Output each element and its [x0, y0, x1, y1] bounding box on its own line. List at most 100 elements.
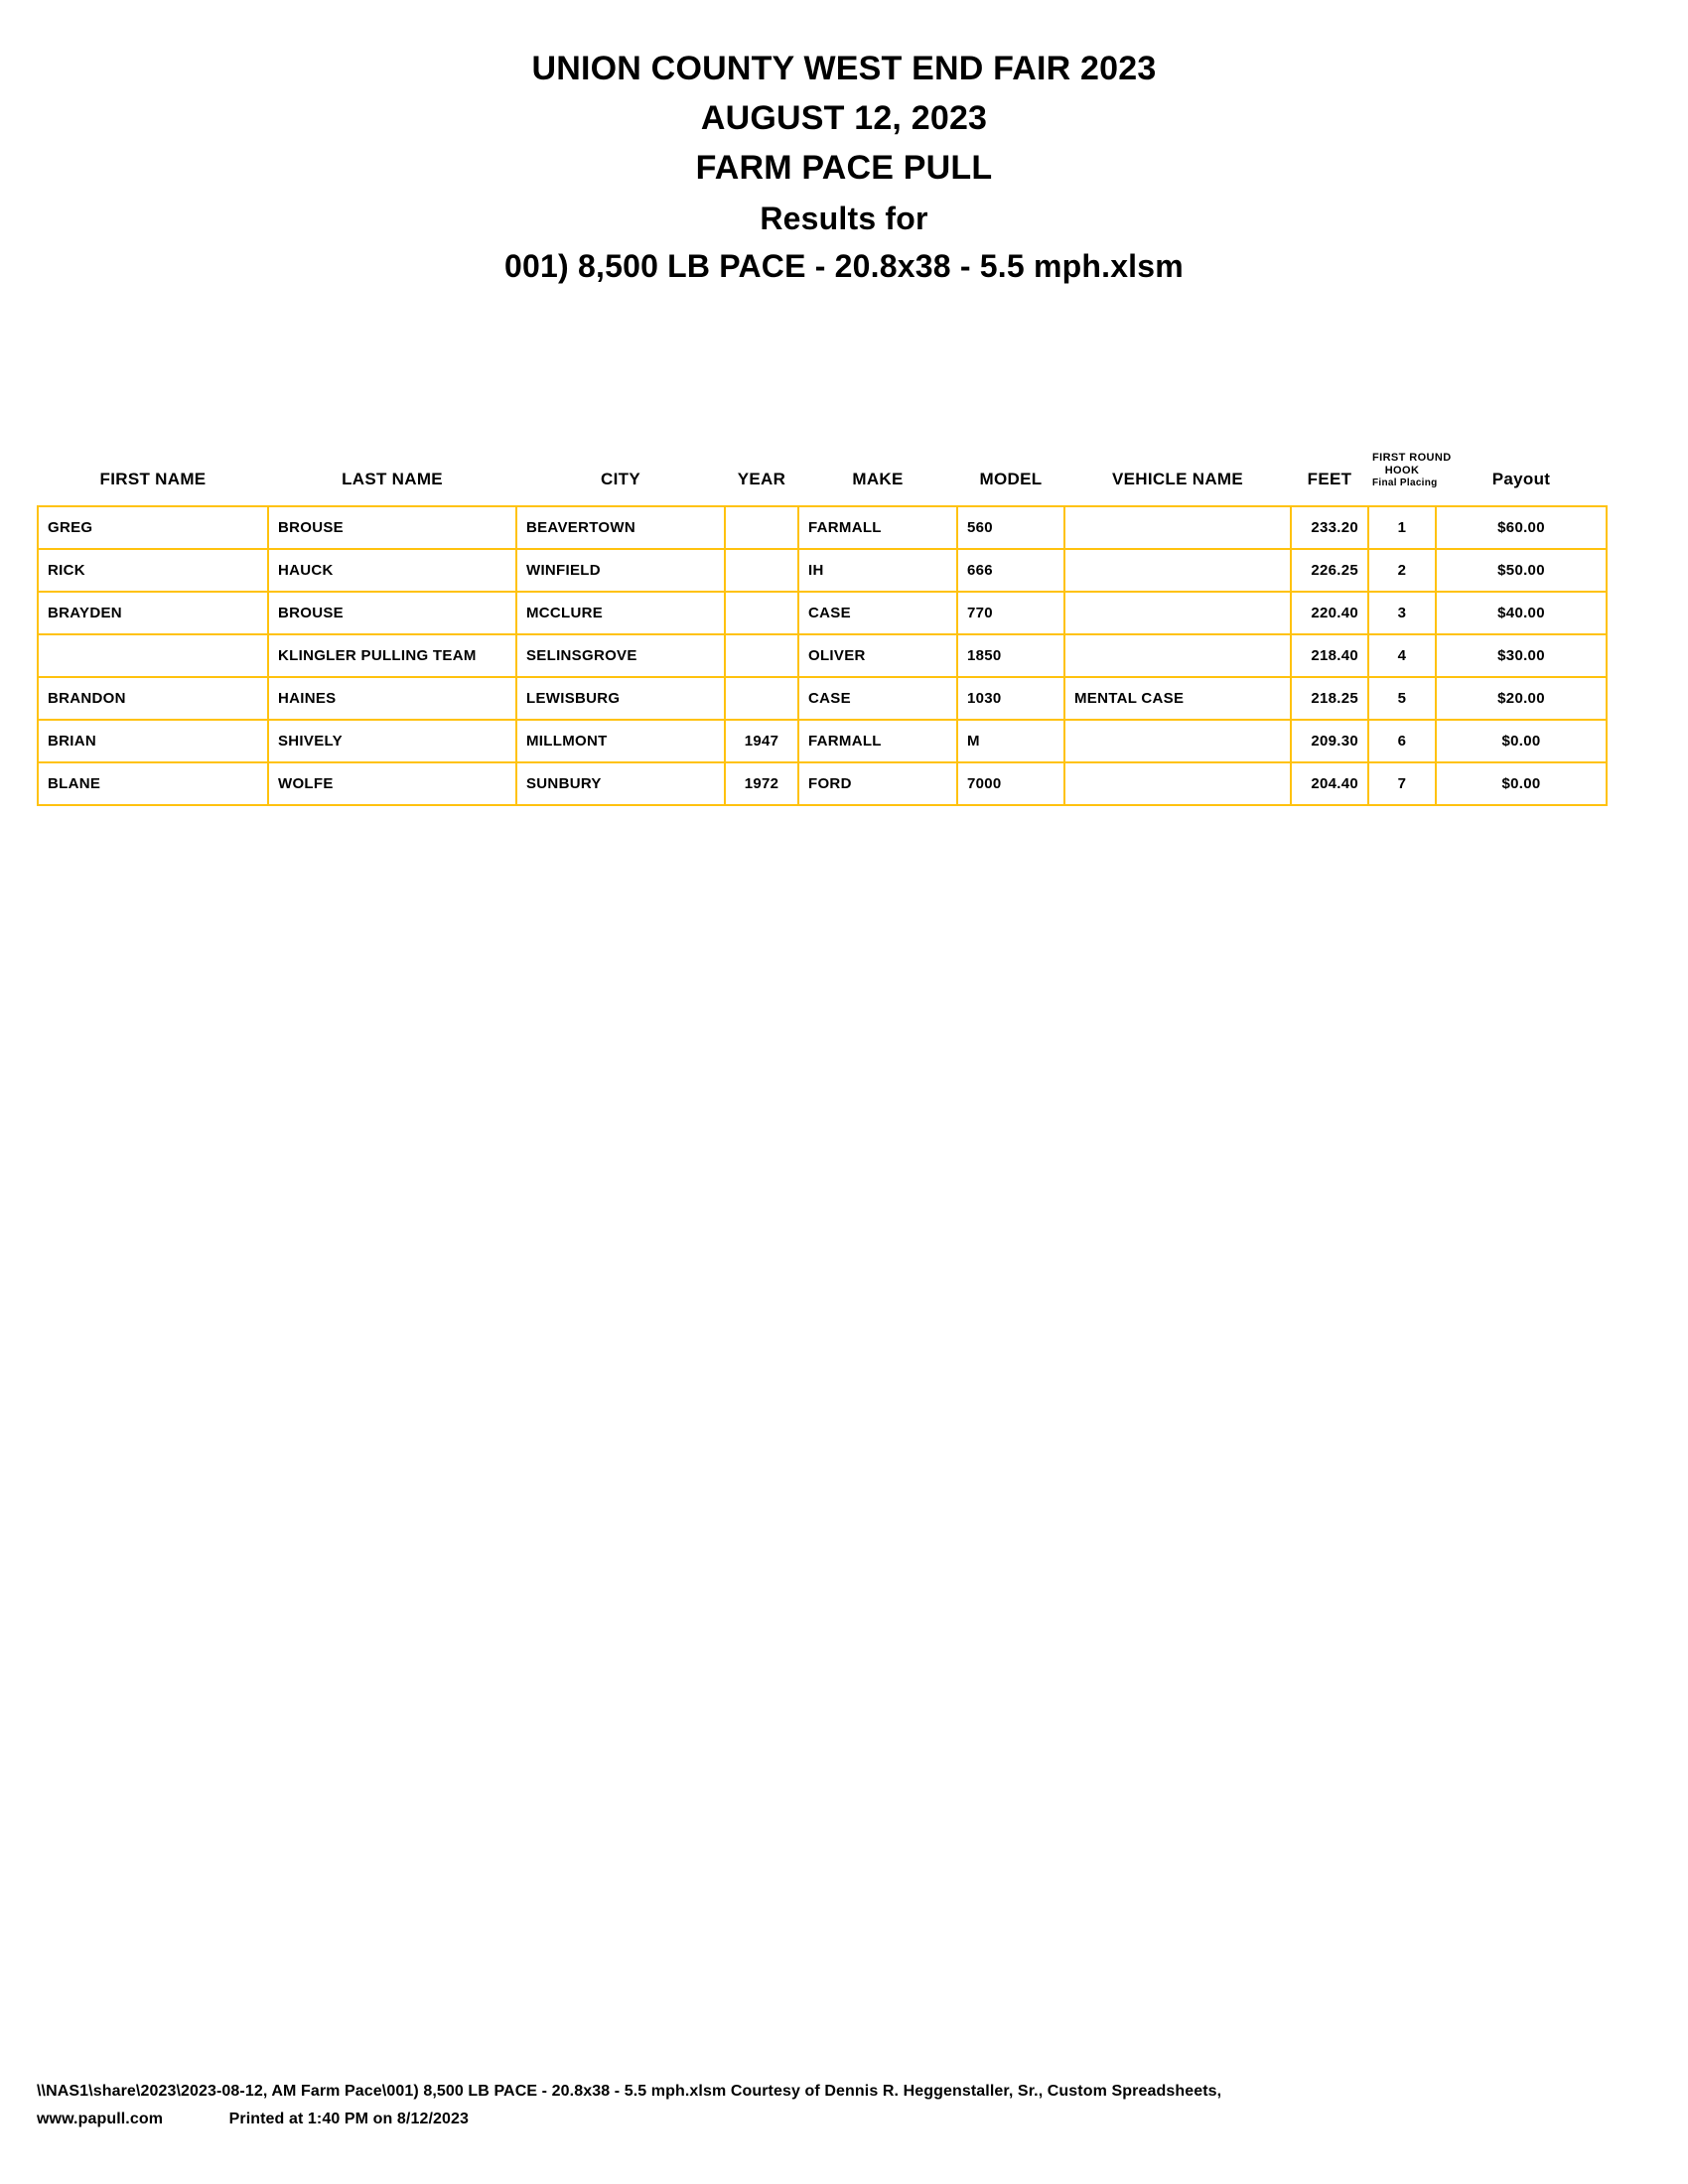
table-row: GREG BROUSE BEAVERTOWN FARMALL 560 233.20 1 $60… — [37, 504, 1608, 550]
cell-feet: 233.20 — [1290, 504, 1369, 550]
cell-city: SUNBURY — [515, 760, 726, 806]
cell-last-name: SHIVELY — [267, 718, 517, 763]
cell-placing: 5 — [1367, 675, 1437, 721]
cell-vehicle-name — [1063, 547, 1292, 593]
cell-make: CASE — [797, 590, 958, 635]
cell-last-name: KLINGLER PULLING TEAM — [267, 632, 517, 678]
cell-year — [724, 590, 799, 635]
cell-make: FARMALL — [797, 504, 958, 550]
cell-placing: 2 — [1367, 547, 1437, 593]
fair-title: UNION COUNTY WEST END FAIR 2023 — [531, 50, 1157, 87]
cell-vehicle-name — [1063, 632, 1292, 678]
cell-model: 1850 — [956, 632, 1065, 678]
cell-feet: 218.25 — [1290, 675, 1369, 721]
cell-feet: 226.25 — [1290, 547, 1369, 593]
cell-last-name: HAUCK — [267, 547, 517, 593]
cell-feet: 209.30 — [1290, 718, 1369, 763]
header-year: YEAR — [737, 469, 786, 488]
page-footer: \\NAS1\share\2023\2023-08-12, AM Farm Pa… — [37, 2078, 1625, 2133]
cell-vehicle-name — [1063, 718, 1292, 763]
header-first-round-line1: FIRST ROUND — [1372, 452, 1452, 464]
table-row: RICK HAUCK WINFIELD IH 666 226.25 2 $50.00 — [37, 547, 1608, 593]
header-first-name: FIRST NAME — [99, 469, 207, 488]
cell-year: 1947 — [724, 718, 799, 763]
results-table-container: FIRST NAME LAST NAME CITY YEAR MAKE MODE… — [37, 452, 1608, 806]
table-header-row: FIRST NAME LAST NAME CITY YEAR MAKE MODE… — [38, 452, 1607, 506]
footer-printed-timestamp: Printed at 1:40 PM on 8/12/2023 — [228, 2111, 470, 2127]
cell-year — [724, 632, 799, 678]
cell-city: BEAVERTOWN — [515, 504, 726, 550]
cell-vehicle-name — [1063, 504, 1292, 550]
cell-vehicle-name — [1063, 590, 1292, 635]
header-first-round-line2: HOOK — [1384, 464, 1420, 477]
cell-year — [724, 504, 799, 550]
cell-placing: 1 — [1367, 504, 1437, 550]
cell-payout: $0.00 — [1435, 760, 1608, 806]
cell-city: SELINSGROVE — [515, 632, 726, 678]
cell-model: 770 — [956, 590, 1065, 635]
table-row: BRIAN SHIVELY MILLMONT 1947 FARMALL M 209.30 6 $… — [37, 718, 1608, 763]
footer-path-credit: \\NAS1\share\2023\2023-08-12, AM Farm Pa… — [37, 2083, 1222, 2100]
cell-first-name: BRANDON — [37, 675, 269, 721]
title-block: UNION COUNTY WEST END FAIR 2023 AUGUST 1… — [0, 52, 1688, 282]
cell-placing: 3 — [1367, 590, 1437, 635]
event-name: FARM PACE PULL — [695, 149, 993, 187]
cell-vehicle-name — [1063, 760, 1292, 806]
cell-first-name: BRAYDEN — [37, 590, 269, 635]
cell-year — [724, 547, 799, 593]
cell-vehicle-name: MENTAL CASE — [1063, 675, 1292, 721]
cell-placing: 4 — [1367, 632, 1437, 678]
cell-model: M — [956, 718, 1065, 763]
header-first-round-hook: FIRST ROUND HOOK Final Placing — [1368, 452, 1452, 506]
results-label: Results for — [760, 201, 928, 236]
header-vehicle-name: VEHICLE NAME — [1111, 469, 1244, 488]
cell-year — [724, 675, 799, 721]
header-payout: Payout — [1491, 469, 1551, 488]
cell-model: 560 — [956, 504, 1065, 550]
cell-payout: $20.00 — [1435, 675, 1608, 721]
cell-feet: 204.40 — [1290, 760, 1369, 806]
cell-last-name: BROUSE — [267, 590, 517, 635]
cell-payout: $0.00 — [1435, 718, 1608, 763]
cell-city: WINFIELD — [515, 547, 726, 593]
cell-city: MCCLURE — [515, 590, 726, 635]
cell-make: FORD — [797, 760, 958, 806]
cell-make: IH — [797, 547, 958, 593]
cell-placing: 6 — [1367, 718, 1437, 763]
cell-first-name: BLANE — [37, 760, 269, 806]
cell-model: 7000 — [956, 760, 1065, 806]
header-model: MODEL — [979, 469, 1043, 488]
results-table: FIRST NAME LAST NAME CITY YEAR MAKE MODE… — [37, 452, 1608, 806]
cell-city: LEWISBURG — [515, 675, 726, 721]
cell-year: 1972 — [724, 760, 799, 806]
cell-first-name: GREG — [37, 504, 269, 550]
header-make: MAKE — [852, 469, 904, 488]
cell-first-name: BRIAN — [37, 718, 269, 763]
cell-payout: $50.00 — [1435, 547, 1608, 593]
table-row: KLINGLER PULLING TEAM SELINSGROVE OLIVER 18… — [37, 632, 1608, 678]
header-feet: FEET — [1307, 469, 1352, 488]
cell-make: OLIVER — [797, 632, 958, 678]
table-row: BLANE WOLFE SUNBURY 1972 FORD 7000 204.40 7 $0.0… — [37, 760, 1608, 806]
cell-make: FARMALL — [797, 718, 958, 763]
cell-model: 666 — [956, 547, 1065, 593]
results-table-body: GREG BROUSE BEAVERTOWN FARMALL 560 233.20 1 $60… — [37, 504, 1608, 806]
header-last-name: LAST NAME — [342, 469, 443, 488]
cell-feet: 218.40 — [1290, 632, 1369, 678]
cell-last-name: BROUSE — [267, 504, 517, 550]
class-file-name: 001) 8,500 LB PACE - 20.8x38 - 5.5 mph.x… — [504, 248, 1184, 284]
event-date: AUGUST 12, 2023 — [700, 99, 988, 137]
cell-feet: 220.40 — [1290, 590, 1369, 635]
table-row: BRAYDEN BROUSE MCCLURE CASE 770 220.40 3 $40.00 — [37, 590, 1608, 635]
cell-city: MILLMONT — [515, 718, 726, 763]
cell-placing: 7 — [1367, 760, 1437, 806]
cell-last-name: HAINES — [267, 675, 517, 721]
footer-second-line: www.papull.com Printed at 1:40 PM on 8/1… — [37, 2106, 1625, 2133]
header-city: CITY — [601, 469, 640, 488]
footer-website: www.papull.com — [37, 2111, 164, 2127]
cell-first-name: RICK — [37, 547, 269, 593]
table-row: BRANDON HAINES LEWISBURG CASE 1030 MENTAL CAS… — [37, 675, 1608, 721]
cell-payout: $40.00 — [1435, 590, 1608, 635]
cell-last-name: WOLFE — [267, 760, 517, 806]
